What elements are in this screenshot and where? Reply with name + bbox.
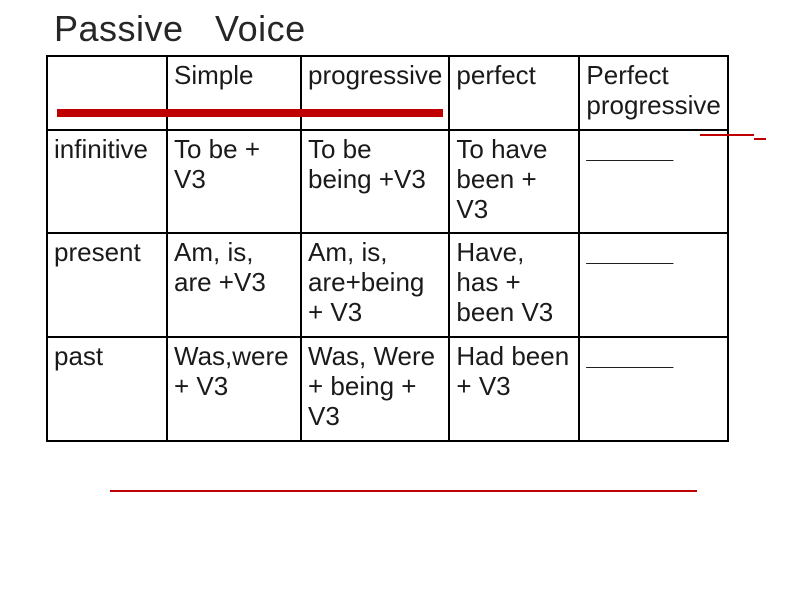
- row-label: past: [47, 337, 167, 441]
- table-row: present Am, is, are +V3 Am, is, are+bein…: [47, 233, 728, 337]
- red-annotation-line: [700, 134, 754, 136]
- cell: Had been + V3: [449, 337, 579, 441]
- cell: Was, Were + being + V3: [301, 337, 449, 441]
- red-annotation-line: [754, 138, 766, 140]
- cell: Was,were + V3: [167, 337, 301, 441]
- table-row: infinitive To be + V3 To be being +V3 To…: [47, 130, 728, 234]
- cell: To be being +V3: [301, 130, 449, 234]
- cell: To have been + V3: [449, 130, 579, 234]
- header-cell-perfect-progressive: Perfect progressive: [579, 56, 727, 130]
- cell-empty: ______: [579, 233, 727, 337]
- header-cell-blank: [47, 56, 167, 130]
- cell-empty: ______: [579, 337, 727, 441]
- table-header-row: Simple progressive perfect Perfect progr…: [47, 56, 728, 130]
- cell: Have, has + been V3: [449, 233, 579, 337]
- row-label: present: [47, 233, 167, 337]
- header-cell-simple: Simple: [167, 56, 301, 130]
- table-row: past Was,were + V3 Was, Were + being + V…: [47, 337, 728, 441]
- cell-empty: ______: [579, 130, 727, 234]
- red-underline-bar: [57, 109, 443, 117]
- row-label: infinitive: [47, 130, 167, 234]
- header-cell-perfect: perfect: [449, 56, 579, 130]
- page-title: Passive Voice: [54, 8, 306, 50]
- cell: To be + V3: [167, 130, 301, 234]
- header-cell-progressive: progressive: [301, 56, 449, 130]
- cell: Am, is, are+being + V3: [301, 233, 449, 337]
- red-annotation-line: [110, 490, 697, 492]
- cell: Am, is, are +V3: [167, 233, 301, 337]
